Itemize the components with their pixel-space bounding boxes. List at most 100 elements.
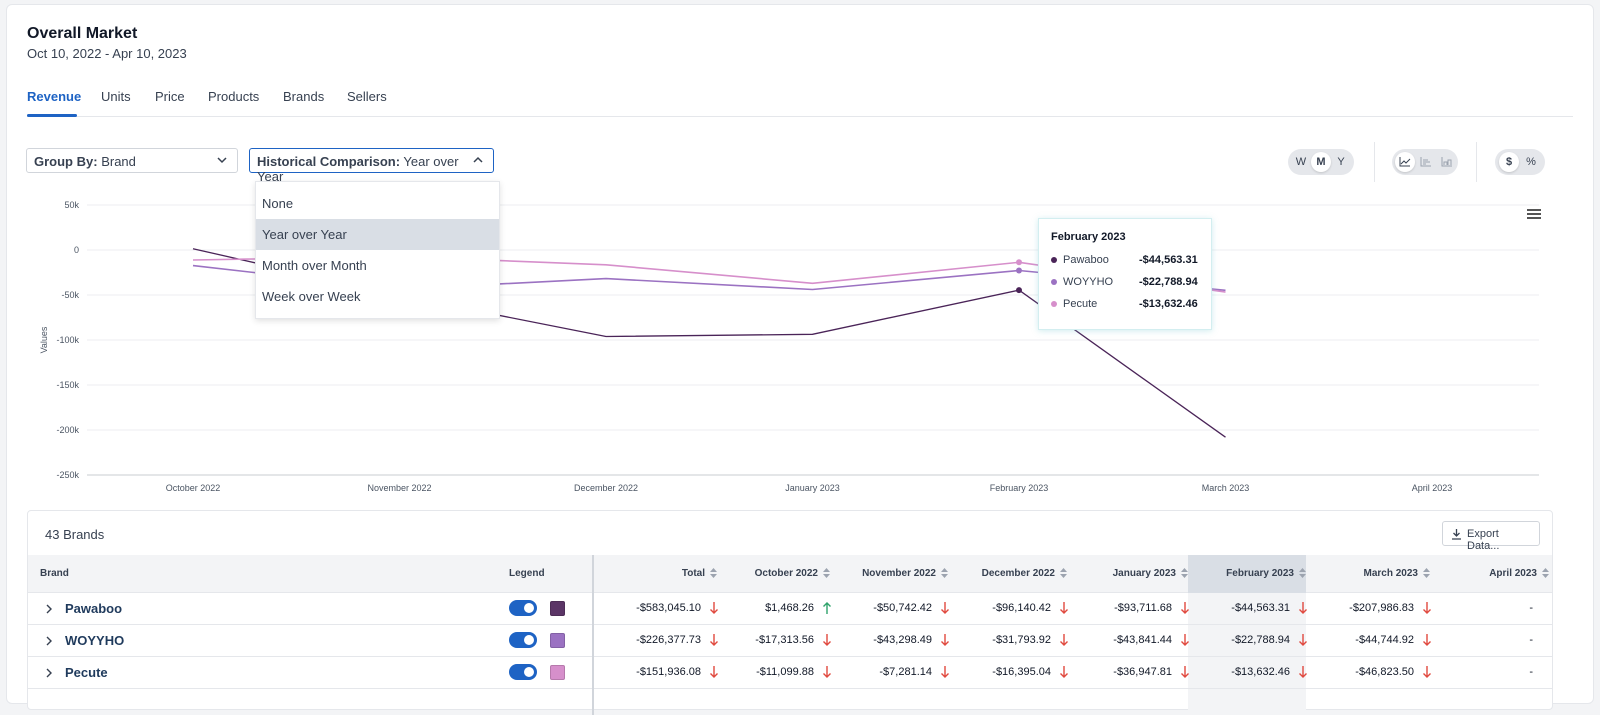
y-tick-label: -250k (56, 470, 79, 480)
legend-color-swatch (550, 633, 565, 648)
tab-revenue[interactable]: Revenue (27, 89, 82, 104)
brand-name[interactable]: Pecute (65, 665, 108, 680)
sort-icon (1181, 568, 1188, 579)
column-header[interactable]: April 2023 (1489, 568, 1549, 579)
tooltip-series-value: -$22,788.94 (1139, 276, 1198, 288)
table-cell: -$50,742.42 (873, 602, 932, 614)
bar-chart-icon[interactable] (1416, 152, 1436, 172)
divider (1476, 142, 1477, 182)
column-header: Legend (509, 568, 545, 579)
arrow-down-icon (1299, 666, 1307, 678)
arrow-up-icon (823, 602, 831, 614)
historical-comparison-select[interactable]: Historical Comparison: Year over Year (249, 148, 494, 184)
highlighted-column-header (1188, 555, 1306, 593)
tooltip-series-name: Pawaboo (1063, 254, 1109, 266)
table-cell: -$44,744.92 (1355, 634, 1414, 646)
table-cell: - (1529, 602, 1533, 614)
column-header[interactable]: January 2023 (1113, 568, 1188, 579)
series-dot-icon (1051, 257, 1057, 264)
dropdown-option-month-over-month[interactable]: Month over Month (262, 258, 367, 273)
y-tick-label: -200k (56, 425, 79, 435)
arrow-down-icon (941, 666, 949, 678)
brand-name[interactable]: WOYYHO (65, 633, 125, 648)
unit-dollar-button[interactable]: $ (1499, 152, 1519, 172)
arrow-down-icon (1060, 666, 1068, 678)
column-header[interactable]: November 2022 (862, 568, 948, 579)
chevron-right-icon[interactable] (44, 603, 54, 615)
chart-menu-icon[interactable] (1527, 209, 1541, 221)
data-point[interactable] (1016, 259, 1022, 266)
chevron-down-icon (217, 157, 227, 164)
y-tick-label: 0 (74, 245, 79, 255)
unit-toggle: $ % (1495, 149, 1545, 175)
table-cell: -$44,563.31 (1231, 602, 1290, 614)
metric-tabs: Revenue Units Price Products Brands Sell… (27, 85, 1573, 117)
series-dot-icon (1051, 301, 1057, 308)
period-year-button[interactable]: Y (1337, 156, 1345, 168)
brand-count: 43 Brands (45, 527, 105, 542)
table-cell: - (1529, 666, 1533, 678)
sort-icon (941, 568, 948, 579)
x-tick-label: November 2022 (367, 483, 431, 493)
legend-color-swatch (550, 665, 565, 680)
unit-percent-button[interactable]: % (1526, 156, 1536, 168)
historical-comparison-dropdown: None Year over Year Month over Month Wee… (255, 181, 500, 319)
group-by-select[interactable]: Group By: Brand (26, 148, 238, 173)
arrow-down-icon (1181, 602, 1189, 614)
x-tick-label: February 2023 (990, 483, 1049, 493)
y-tick-label: -150k (56, 380, 79, 390)
legend-toggle[interactable] (509, 664, 537, 680)
column-header[interactable]: March 2023 (1364, 568, 1430, 579)
tab-brands[interactable]: Brands (283, 89, 325, 104)
period-month-button[interactable]: M (1311, 152, 1331, 172)
column-header[interactable]: October 2022 (755, 568, 830, 579)
divider (1374, 142, 1375, 182)
tab-sellers[interactable]: Sellers (347, 89, 387, 104)
legend-toggle[interactable] (509, 632, 537, 648)
tab-products[interactable]: Products (208, 89, 260, 104)
arrow-down-icon (1060, 602, 1068, 614)
dropdown-option-year-over-year[interactable]: Year over Year (256, 219, 499, 250)
table-cell: -$22,788.94 (1231, 634, 1290, 646)
data-point[interactable] (1016, 287, 1022, 294)
legend-toggle[interactable] (509, 600, 537, 616)
period-week-button[interactable]: W (1295, 156, 1307, 168)
historical-label: Historical Comparison: (257, 154, 401, 169)
column-header[interactable]: Total (682, 568, 717, 579)
arrow-down-icon (1423, 602, 1431, 614)
sort-icon (1423, 568, 1430, 579)
chevron-right-icon[interactable] (44, 667, 54, 679)
chevron-right-icon[interactable] (44, 635, 54, 647)
export-data-button[interactable]: Export Data... (1442, 521, 1540, 552)
market-card: Overall Market Oct 10, 2022 - Apr 10, 20… (6, 4, 1594, 715)
dropdown-option-none[interactable]: None (262, 196, 294, 211)
table-cell: -$226,377.73 (636, 634, 701, 646)
chevron-up-icon (473, 156, 483, 163)
download-icon (1452, 529, 1461, 540)
column-header[interactable]: December 2022 (982, 568, 1067, 579)
x-tick-label: January 2023 (785, 483, 840, 493)
dropdown-option-week-over-week[interactable]: Week over Week (262, 289, 361, 304)
table-cell: -$93,711.68 (1114, 602, 1172, 614)
table-cell: -$583,045.10 (636, 602, 701, 614)
arrow-down-icon (1299, 602, 1307, 614)
tooltip-series-value: -$44,563.31 (1139, 254, 1198, 266)
table-row: Pecute -$151,936.08 -$11,099.88 -$7,281.14 -… (28, 657, 1552, 689)
revenue-line-chart: 50k 0 -50k -100k -150k -200k -250k October 2022… (39, 200, 1539, 493)
table-cell: -$207,986.83 (1349, 602, 1414, 614)
sort-icon (710, 568, 717, 579)
table-cell: -$11,099.88 (756, 666, 814, 678)
column-header[interactable]: February 2023 (1226, 568, 1306, 579)
tab-price[interactable]: Price (155, 89, 185, 104)
table-cell: -$96,140.42 (992, 602, 1051, 614)
brand-name[interactable]: Pawaboo (65, 601, 123, 616)
area-chart-icon[interactable] (1437, 152, 1457, 172)
table-cell: -$17,313.56 (755, 634, 814, 646)
arrow-down-icon (1181, 634, 1189, 646)
table-cell: -$31,793.92 (992, 634, 1051, 646)
data-point[interactable] (1016, 267, 1022, 274)
tooltip-row: WOYYHO -$22,788.94 (1051, 276, 1211, 288)
arrow-down-icon (1299, 634, 1307, 646)
line-chart-icon[interactable] (1395, 152, 1415, 172)
tab-units[interactable]: Units (101, 89, 131, 104)
